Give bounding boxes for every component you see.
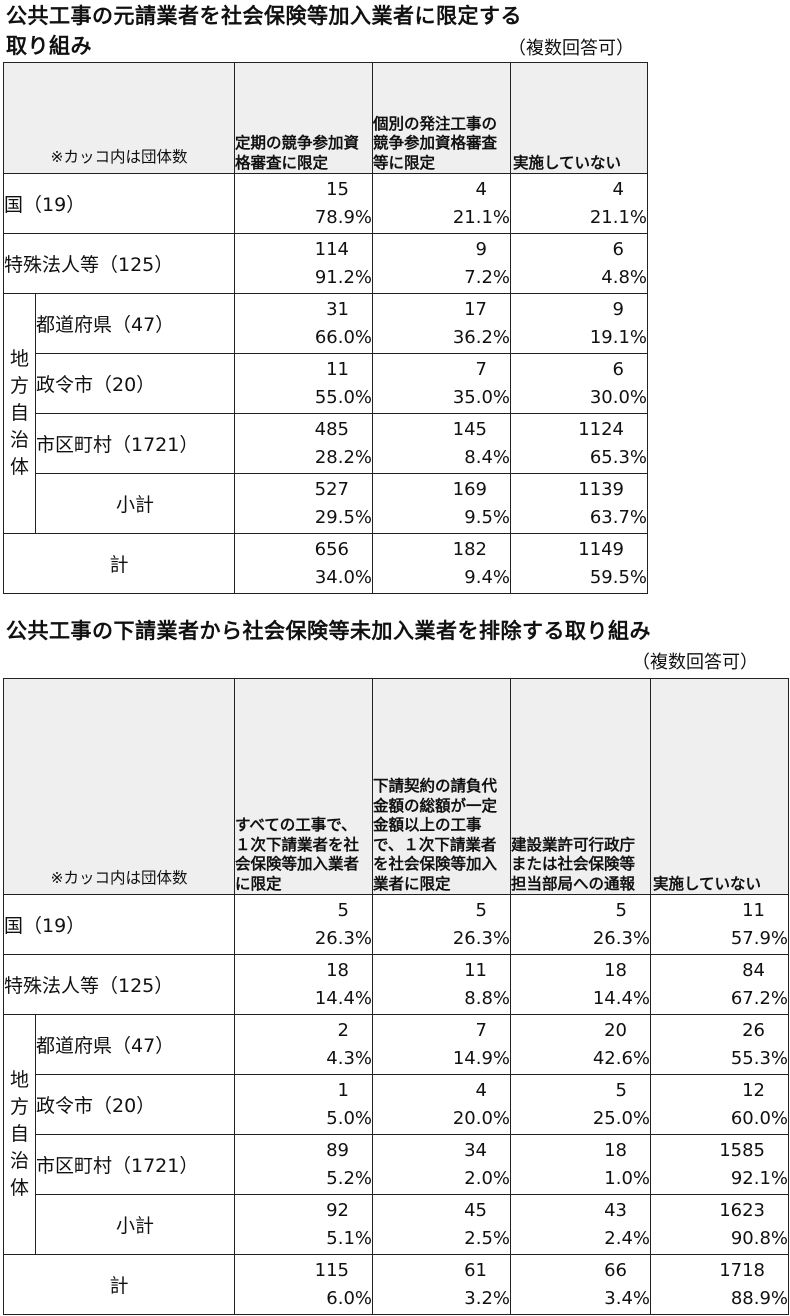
local-government-label: 地方自治体 (3, 1014, 36, 1255)
table1: ※カッコ内は団体数 定期の競争参加資格審査に限定 個別の発注工事の競争参加資格審… (3, 62, 648, 594)
table-cell: 485 28.2% (234, 413, 373, 474)
table1-col-header: 実施していない (510, 62, 648, 174)
row-label: 市区町村（1721） (35, 413, 235, 474)
table-cell: 11 57.9% (650, 894, 789, 955)
table1-title-line1: 公共工事の元請業者を社会保険等加入業者に限定する (6, 4, 522, 28)
table-cell: 5 25.0% (510, 1074, 651, 1135)
row-label: 国（19） (3, 894, 235, 955)
table-cell: 12 60.0% (650, 1074, 789, 1135)
table2-corner-note: ※カッコ内は団体数 (3, 678, 235, 895)
table-row: 特殊法人等（125） 18 14.4% 11 8.8% 18 14.4% 84 67.2… (3, 954, 789, 1015)
row-label: 都道府県（47） (35, 1014, 235, 1075)
table-row: 市区町村（1721） 485 28.2% 145 8.4% 1124 65.3% (4, 413, 648, 474)
table-cell: 527 29.5% (234, 473, 373, 534)
table-row: 地方自治体 都道府県（47） 2 4.3% 7 14.9% 20 42.6% 26 55… (3, 1014, 789, 1255)
table-cell: 18 14.4% (510, 954, 651, 1015)
table-cell: 1718 88.9% (650, 1254, 789, 1315)
table-cell: 92 5.1% (234, 1194, 373, 1255)
table-cell: 1623 90.8% (650, 1194, 789, 1255)
table-cell: 4 21.1% (372, 173, 511, 234)
table-cell: 4 20.0% (372, 1074, 511, 1135)
row-label: 国（19） (3, 173, 235, 234)
table-row: 国（19） 15 78.9% 4 21.1% 4 21.1% (3, 173, 648, 234)
table-cell: 1149 59.5% (510, 533, 648, 594)
table-cell: 26 55.3% (650, 1014, 789, 1075)
table-cell: 20 42.6% (510, 1014, 651, 1075)
table-cell: 11 55.0% (234, 353, 373, 414)
table-cell: 182 9.4% (372, 533, 511, 594)
table-cell: 115 6.0% (234, 1254, 373, 1315)
table-cell: 31 66.0% (234, 293, 373, 354)
table-row: 国（19） 5 26.3% 5 26.3% 5 26.3% 11 57.9% (3, 894, 789, 955)
row-label: 政令市（20） (35, 353, 235, 414)
table-row: 地方自治体 都道府県（47） 31 66.0% 17 36.2% 9 19.1% (3, 293, 648, 534)
table-row: 計 115 6.0% 61 3.2% 66 3.4% 1718 88.9% (3, 1254, 789, 1315)
table-cell: 9 19.1% (510, 293, 648, 354)
table-row: 政令市（20） 1 5.0% 4 20.0% 5 25.0% 12 60.0% (4, 1074, 789, 1135)
table1-title-line2: 取り組み (6, 34, 92, 58)
table1-corner-note: ※カッコ内は団体数 (3, 62, 235, 174)
table-cell: 66 3.4% (510, 1254, 651, 1315)
table-cell: 34 2.0% (372, 1134, 511, 1195)
table-cell: 1585 92.1% (650, 1134, 789, 1195)
table2-header-row: ※カッコ内は団体数 すべての工事で、１次下請業者を社会保険等加入業者に限定 下請… (3, 678, 789, 895)
table2-col-header: 実施していない (650, 678, 789, 895)
table-cell: 45 2.5% (372, 1194, 511, 1255)
table-cell: 9 7.2% (372, 233, 511, 294)
table-row: 政令市（20） 11 55.0% 7 35.0% 6 30.0% (4, 353, 648, 414)
table-row: 市区町村（1721） 89 5.2% 34 2.0% 18 1.0% 1585 92.1… (4, 1134, 789, 1195)
table-cell: 169 9.5% (372, 473, 511, 534)
table-cell: 656 34.0% (234, 533, 373, 594)
table-cell: 6 30.0% (510, 353, 648, 414)
row-label: 政令市（20） (35, 1074, 235, 1135)
row-label: 小計 (35, 473, 235, 534)
table2-col-header: すべての工事で、１次下請業者を社会保険等加入業者に限定 (234, 678, 373, 895)
table-cell: 5 26.3% (372, 894, 511, 955)
table1-header-row: ※カッコ内は団体数 定期の競争参加資格審査に限定 個別の発注工事の競争参加資格審… (3, 62, 648, 174)
table-row: 特殊法人等（125） 114 91.2% 9 7.2% 6 4.8% (3, 233, 648, 294)
row-label: 計 (3, 1254, 235, 1315)
table-cell: 61 3.2% (372, 1254, 511, 1315)
table-cell: 1139 63.7% (510, 473, 648, 534)
table-cell: 2 4.3% (234, 1014, 373, 1075)
table1-col-header: 個別の発注工事の競争参加資格審査等に限定 (372, 62, 511, 174)
table2-note: （複数回答可） (632, 652, 758, 673)
table-row: 計 656 34.0% 182 9.4% 1149 59.5% (3, 533, 648, 594)
row-label: 計 (3, 533, 235, 594)
row-label: 小計 (35, 1194, 235, 1255)
table-row: 小計 92 5.1% 45 2.5% 43 2.4% 1623 90.8% (4, 1194, 789, 1255)
table1-col-header: 定期の競争参加資格審査に限定 (234, 62, 373, 174)
row-label: 特殊法人等（125） (3, 233, 235, 294)
table-cell: 17 36.2% (372, 293, 511, 354)
table2-title: 公共工事の下請業者から社会保険等未加入業者を排除する取り組み (6, 619, 651, 643)
row-label: 特殊法人等（125） (3, 954, 235, 1015)
table-cell: 1124 65.3% (510, 413, 648, 474)
table-cell: 89 5.2% (234, 1134, 373, 1195)
table2-col-header: 建設業許可行政庁または社会保険等担当部局への通報 (510, 678, 651, 895)
table2-col-header: 下請契約の請負代金額の総額が一定金額以上の工事で、１次下請業者を社会保険等加入業… (372, 678, 511, 895)
local-government-label: 地方自治体 (3, 293, 36, 534)
table-cell: 84 67.2% (650, 954, 789, 1015)
row-label: 都道府県（47） (35, 293, 235, 354)
table-row: 小計 527 29.5% 169 9.5% 1139 63.7% (4, 473, 648, 534)
table-cell: 114 91.2% (234, 233, 373, 294)
row-label: 市区町村（1721） (35, 1134, 235, 1195)
table-cell: 145 8.4% (372, 413, 511, 474)
table-cell: 7 14.9% (372, 1014, 511, 1075)
table-cell: 43 2.4% (510, 1194, 651, 1255)
table-cell: 18 1.0% (510, 1134, 651, 1195)
table-cell: 1 5.0% (234, 1074, 373, 1135)
table-cell: 18 14.4% (234, 954, 373, 1015)
table-cell: 5 26.3% (510, 894, 651, 955)
table1-note: （複数回答可） (508, 38, 634, 59)
table-cell: 6 4.8% (510, 233, 648, 294)
table2: ※カッコ内は団体数 すべての工事で、１次下請業者を社会保険等加入業者に限定 下請… (3, 678, 789, 1315)
table-cell: 15 78.9% (234, 173, 373, 234)
table-cell: 4 21.1% (510, 173, 648, 234)
table-cell: 5 26.3% (234, 894, 373, 955)
table-cell: 11 8.8% (372, 954, 511, 1015)
table-cell: 7 35.0% (372, 353, 511, 414)
